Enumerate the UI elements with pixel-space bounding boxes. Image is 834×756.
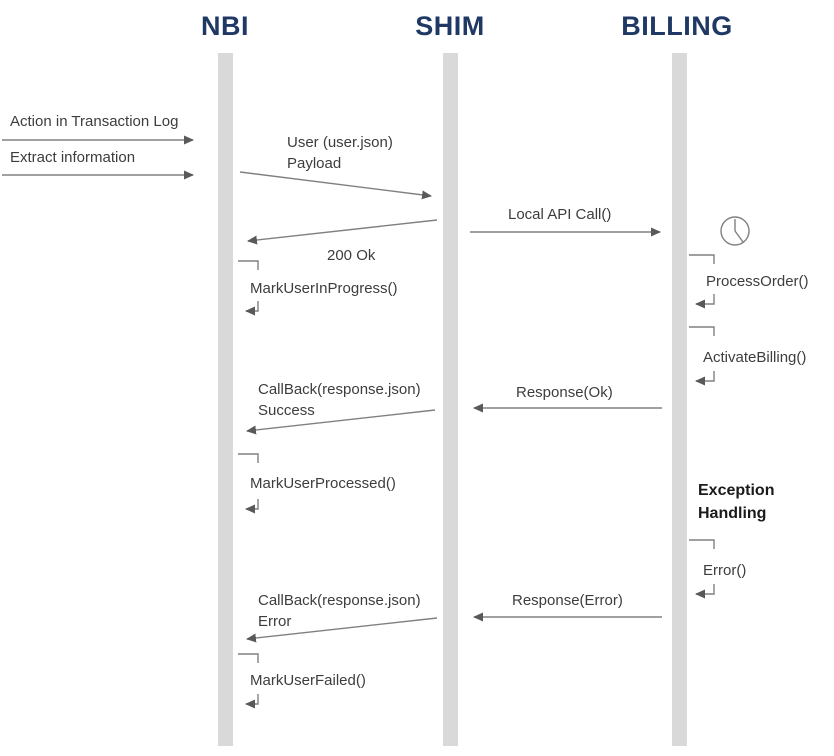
label-callback-success-line1: CallBack(response.json) <box>258 381 421 398</box>
label-activate-billing: ActivateBilling() <box>703 349 807 366</box>
selfcall-mark-in-progress-return <box>245 301 259 316</box>
label-process-order: ProcessOrder() <box>706 273 809 290</box>
label-mark-failed: MarkUserFailed() <box>250 672 366 689</box>
arrow-callback-error <box>246 617 438 643</box>
arrow-user-payload <box>239 171 432 200</box>
label-callback-success: CallBack(response.json) Success <box>258 379 421 421</box>
label-user-payload-line1: User (user.json) <box>287 134 393 151</box>
selfcall-mark-failed-return <box>245 694 259 709</box>
label-local-api-call: Local API Call() <box>508 206 612 223</box>
label-callback-error-line1: CallBack(response.json) <box>258 592 421 609</box>
label-200-ok: 200 Ok <box>327 247 376 264</box>
selfcall-error-top <box>689 539 715 549</box>
selfcall-error-return <box>695 584 715 599</box>
clock-icon <box>720 216 750 246</box>
annotation-exception-line1: Exception <box>698 482 775 499</box>
label-user-payload-line2: Payload <box>287 155 342 172</box>
actor-header-billing: BILLING <box>621 11 733 41</box>
label-action-in-log: Action in Transaction Log <box>10 113 179 130</box>
selfcall-activate-billing-return <box>695 371 715 386</box>
label-response-error: Response(Error) <box>512 592 623 609</box>
arrow-callback-success <box>246 409 436 435</box>
selfcall-mark-in-progress-top <box>238 260 259 270</box>
selfcall-process-order-return <box>695 294 715 309</box>
label-error-call: Error() <box>703 562 747 579</box>
label-response-ok: Response(Ok) <box>516 384 613 401</box>
annotation-exception-handling: Exception Handling <box>698 479 774 525</box>
selfcall-mark-processed-return <box>245 499 259 514</box>
selfcall-process-order-top <box>689 254 715 264</box>
actor-header-shim: SHIM <box>415 11 485 41</box>
lifeline-nbi <box>218 53 233 746</box>
annotation-exception-line2: Handling <box>698 505 767 522</box>
label-callback-error-line2: Error <box>258 613 292 630</box>
actor-header-nbi: NBI <box>201 11 249 41</box>
label-callback-error: CallBack(response.json) Error <box>258 590 421 632</box>
label-user-payload: User (user.json) Payload <box>287 132 393 174</box>
label-callback-success-line2: Success <box>258 402 315 419</box>
label-extract-info: Extract information <box>10 149 136 166</box>
lifeline-shim <box>443 53 458 746</box>
selfcall-mark-failed-top <box>238 653 259 663</box>
selfcall-mark-processed-top <box>238 453 259 463</box>
arrow-200-ok <box>247 219 438 245</box>
selfcall-activate-billing-top <box>689 326 715 336</box>
lifeline-billing <box>672 53 687 746</box>
label-mark-processed: MarkUserProcessed() <box>250 475 396 492</box>
label-mark-in-progress: MarkUserInProgress() <box>250 280 398 297</box>
